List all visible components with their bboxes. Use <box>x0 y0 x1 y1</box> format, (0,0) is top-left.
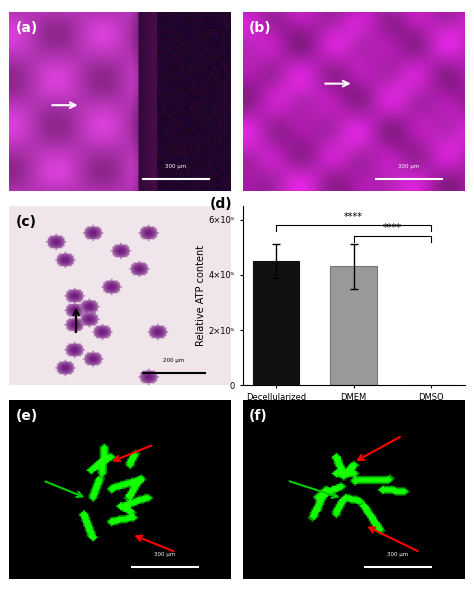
Text: ****: **** <box>344 212 363 222</box>
Text: 300 μm: 300 μm <box>399 164 419 169</box>
Text: (d): (d) <box>209 197 232 211</box>
Text: (b): (b) <box>249 21 272 35</box>
Text: (a): (a) <box>16 21 38 35</box>
Text: (f): (f) <box>249 408 268 423</box>
Text: (c): (c) <box>16 215 37 229</box>
Text: 300 μm: 300 μm <box>154 552 175 557</box>
Y-axis label: Relative ATP content: Relative ATP content <box>196 245 206 346</box>
Text: 300 μm: 300 μm <box>387 552 409 557</box>
Text: ****: **** <box>383 223 402 233</box>
Text: 200 μm: 200 μm <box>163 358 184 363</box>
Text: 300 μm: 300 μm <box>165 164 187 169</box>
Bar <box>330 267 377 385</box>
Bar <box>253 261 299 385</box>
Text: (e): (e) <box>16 408 38 423</box>
